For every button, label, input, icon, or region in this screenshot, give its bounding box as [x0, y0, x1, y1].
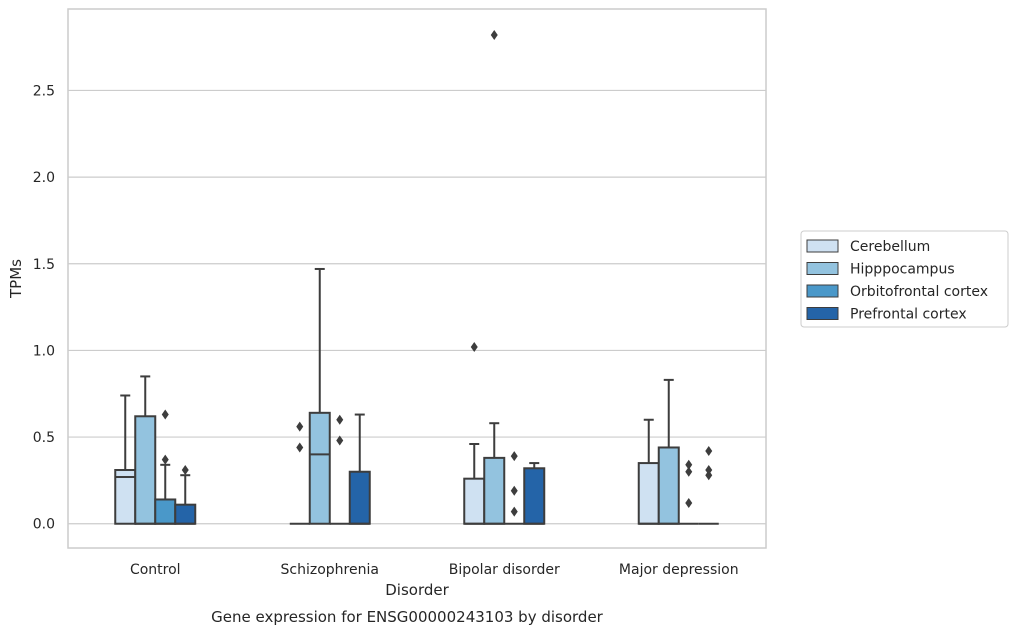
- box: [637, 462, 660, 525]
- outlier-point: [296, 421, 304, 432]
- y-tick-label: 0.5: [33, 430, 55, 446]
- y-tick-label: 2.5: [33, 83, 55, 99]
- outlier-point: [470, 341, 478, 352]
- y-axis-label: TPMs: [7, 259, 25, 299]
- box: [154, 498, 177, 525]
- legend-label: Orbitofrontal cortex: [850, 284, 988, 300]
- legend-frame: [800, 230, 1009, 328]
- legend-swatch: [806, 262, 839, 275]
- x-tick-label: Bipolar disorder: [449, 562, 560, 578]
- box-series: [114, 29, 719, 525]
- y-tick-label: 0.0: [33, 517, 55, 533]
- legend: Cerebellum Hipppocampus Orbitofrontal cort…: [800, 230, 1009, 328]
- outlier-point: [161, 409, 169, 420]
- legend-swatch: [806, 239, 839, 253]
- series-hipppocampus: [134, 29, 680, 525]
- y-tick-label: 1.0: [33, 343, 55, 359]
- legend-label: Cerebellum: [850, 239, 930, 255]
- x-tick-label: Control: [130, 562, 181, 578]
- outlier-point: [705, 470, 713, 481]
- outlier-point: [336, 414, 344, 425]
- x-axis-label: Disorder: [385, 581, 449, 599]
- box: [308, 411, 331, 525]
- y-tick-label: 1.5: [33, 257, 55, 273]
- outlier-point: [685, 459, 693, 470]
- x-tick-label: Schizophrenia: [281, 562, 379, 578]
- outlier-point: [296, 442, 304, 453]
- box: [463, 477, 486, 525]
- box: [174, 503, 197, 525]
- series-orbitofrontal-cortex: [154, 409, 699, 525]
- box: [657, 446, 680, 525]
- x-tick-label: Major depression: [619, 562, 739, 578]
- outlier-point: [510, 506, 518, 517]
- legend-swatch: [806, 307, 839, 320]
- box: [523, 467, 546, 525]
- outlier-point: [490, 29, 498, 40]
- box: [134, 415, 157, 525]
- plot-frame: [67, 8, 767, 549]
- y-tick-labels: 0.0 0.5 1.0 1.5 2.0 2.5: [33, 83, 55, 532]
- series-cerebellum: [114, 341, 660, 525]
- outlier-point: [705, 465, 713, 476]
- x-tick-labels: Control Schizophrenia Bipolar disorder Majo…: [130, 562, 739, 578]
- outlier-point: [510, 485, 518, 496]
- outlier-point: [161, 454, 169, 465]
- box: [348, 470, 371, 525]
- series-prefrontal-cortex: [174, 413, 719, 525]
- outlier-point: [181, 465, 189, 476]
- outlier-point: [705, 445, 713, 456]
- y-tick-label: 2.0: [33, 170, 55, 186]
- outlier-point: [336, 435, 344, 446]
- box: [114, 469, 137, 525]
- chart-caption: Gene expression for ENSG00000243103 by d…: [211, 608, 604, 626]
- outlier-point: [510, 451, 518, 462]
- outlier-point: [685, 497, 693, 508]
- legend-label: Prefrontal cortex: [850, 307, 967, 323]
- legend-label: Hipppocampus: [850, 262, 955, 278]
- box: [483, 456, 506, 525]
- legend-swatch: [806, 284, 839, 298]
- outlier-point: [685, 466, 693, 477]
